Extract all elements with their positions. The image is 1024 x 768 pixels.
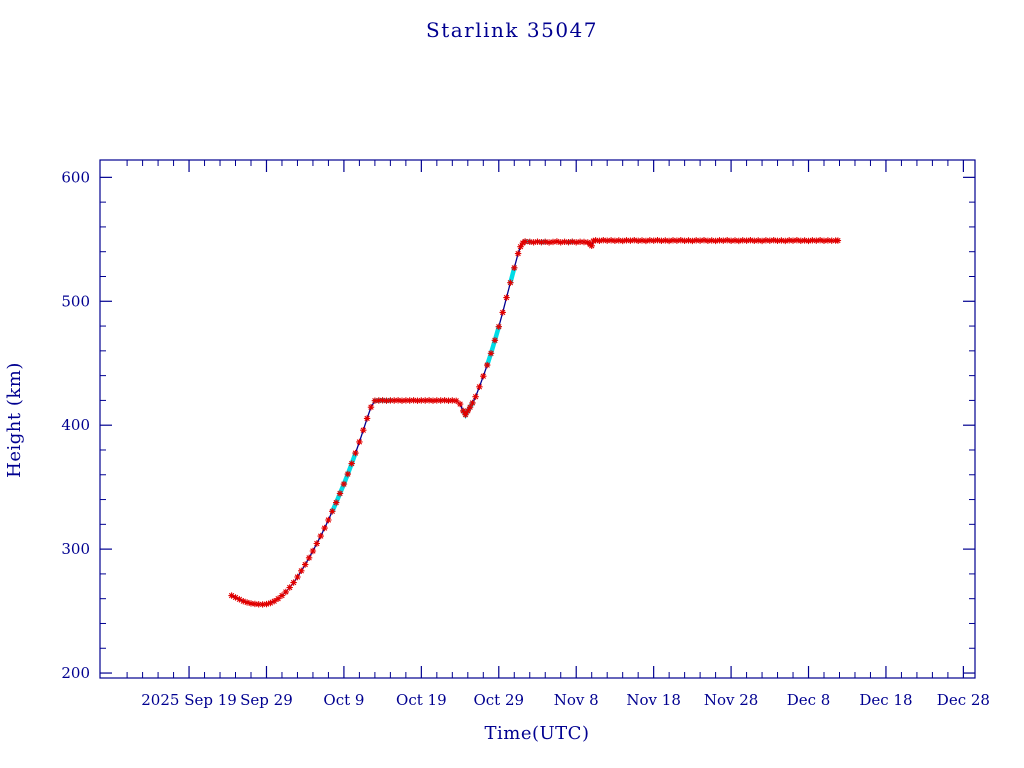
orbit-height-line [231, 239, 838, 606]
x-axis-label: Time(UTC) [485, 723, 590, 744]
x-tick-label: Nov 18 [626, 691, 681, 709]
y-tick-label: 500 [61, 292, 90, 310]
y-tick-label: 400 [61, 416, 90, 434]
x-tick-label: Oct 9 [323, 691, 364, 709]
x-tick-label: Nov 28 [704, 691, 759, 709]
highlight-segment [508, 265, 517, 285]
x-tick-label: Sep 29 [240, 691, 293, 709]
y-axis-label: Height (km) [4, 362, 25, 478]
plot-frame [99, 159, 976, 679]
x-tick-label: Oct 29 [473, 691, 524, 709]
observation-markers [228, 237, 842, 608]
x-tick-label: Dec 8 [787, 691, 831, 709]
highlight-segment [484, 324, 502, 368]
x-tick-label: 2025 Sep 19 [141, 691, 237, 709]
y-tick-label: 200 [61, 664, 90, 682]
y-tick-label: 600 [61, 168, 90, 186]
chart-title: Starlink 35047 [426, 18, 598, 42]
chart-layer: 2025 Sep 19 Sep 29 Oct 9 Oct 19 Oct 29 Nov 8 N… [61, 159, 990, 709]
x-tick-label: Dec 28 [937, 691, 990, 709]
x-tick-label: Nov 8 [554, 691, 599, 709]
x-tick-label: Oct 19 [396, 691, 447, 709]
y-tick-label: 300 [61, 540, 90, 558]
x-tick-label: Dec 18 [859, 691, 912, 709]
